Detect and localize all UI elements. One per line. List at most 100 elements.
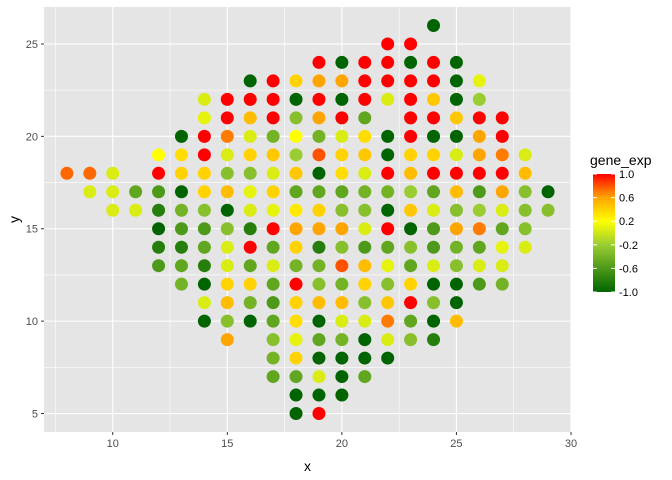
data-point [358,277,372,291]
data-point [312,314,326,328]
data-point [427,18,441,32]
x-axis-title: x [304,458,311,474]
data-point [495,166,509,180]
data-point [266,203,280,217]
data-point [404,111,418,125]
data-point [472,277,486,291]
data-point [472,129,486,143]
data-point [220,333,234,347]
data-point [541,185,555,199]
data-point [381,314,395,328]
y-axis-title: y [6,216,22,223]
data-point [197,129,211,143]
data-point [243,129,257,143]
data-point [312,111,326,125]
data-point [243,259,257,273]
data-point [495,222,509,236]
y-tick-label: 25 [26,39,38,51]
data-point [472,240,486,254]
data-point [289,185,303,199]
legend-label: -0.6 [619,263,638,275]
data-point [243,111,257,125]
data-point [381,351,395,365]
data-point [312,55,326,69]
data-point [518,185,532,199]
data-point [289,74,303,88]
data-point [312,222,326,236]
data-point [174,277,188,291]
data-point [449,185,463,199]
data-point [266,185,280,199]
data-point [312,370,326,384]
data-point [266,259,280,273]
data-point [449,129,463,143]
data-point [427,185,441,199]
data-point [266,222,280,236]
data-point [335,277,349,291]
data-point [404,259,418,273]
data-point [381,55,395,69]
data-point [152,166,166,180]
data-point [404,129,418,143]
data-point [152,259,166,273]
y-tick-label: 15 [26,224,38,236]
data-point [427,129,441,143]
data-point [266,92,280,106]
data-point [266,314,280,328]
data-point [220,222,234,236]
data-point [381,222,395,236]
data-point [220,314,234,328]
data-point [106,203,120,217]
data-point [404,148,418,162]
data-point [289,222,303,236]
data-point [358,203,372,217]
data-point [381,74,395,88]
data-point [335,351,349,365]
data-point [289,388,303,402]
data-point [220,277,234,291]
data-point [243,240,257,254]
data-point [381,333,395,347]
data-point [174,222,188,236]
data-point [449,203,463,217]
data-point [266,333,280,347]
data-point [243,148,257,162]
data-point [289,314,303,328]
data-point [220,240,234,254]
data-point [404,92,418,106]
data-point [449,277,463,291]
data-point [174,129,188,143]
data-point [243,277,257,291]
data-point [197,296,211,310]
data-point [312,148,326,162]
data-point [152,222,166,236]
data-point [289,148,303,162]
data-point [220,203,234,217]
data-point [243,166,257,180]
data-point [312,185,326,199]
data-point [174,259,188,273]
data-point [495,277,509,291]
data-point [312,129,326,143]
data-point [381,92,395,106]
data-point [335,388,349,402]
data-point [518,148,532,162]
data-point [472,111,486,125]
data-point [106,166,120,180]
data-point [312,351,326,365]
data-point [358,259,372,273]
y-tick-label: 20 [26,131,38,143]
data-point [197,92,211,106]
data-point [106,185,120,199]
data-point [197,148,211,162]
data-point [381,240,395,254]
data-point [335,92,349,106]
data-point [472,74,486,88]
data-point [335,55,349,69]
data-point [152,185,166,199]
data-point [449,111,463,125]
data-point [449,74,463,88]
legend-label: -0.2 [619,240,638,252]
data-point [243,314,257,328]
